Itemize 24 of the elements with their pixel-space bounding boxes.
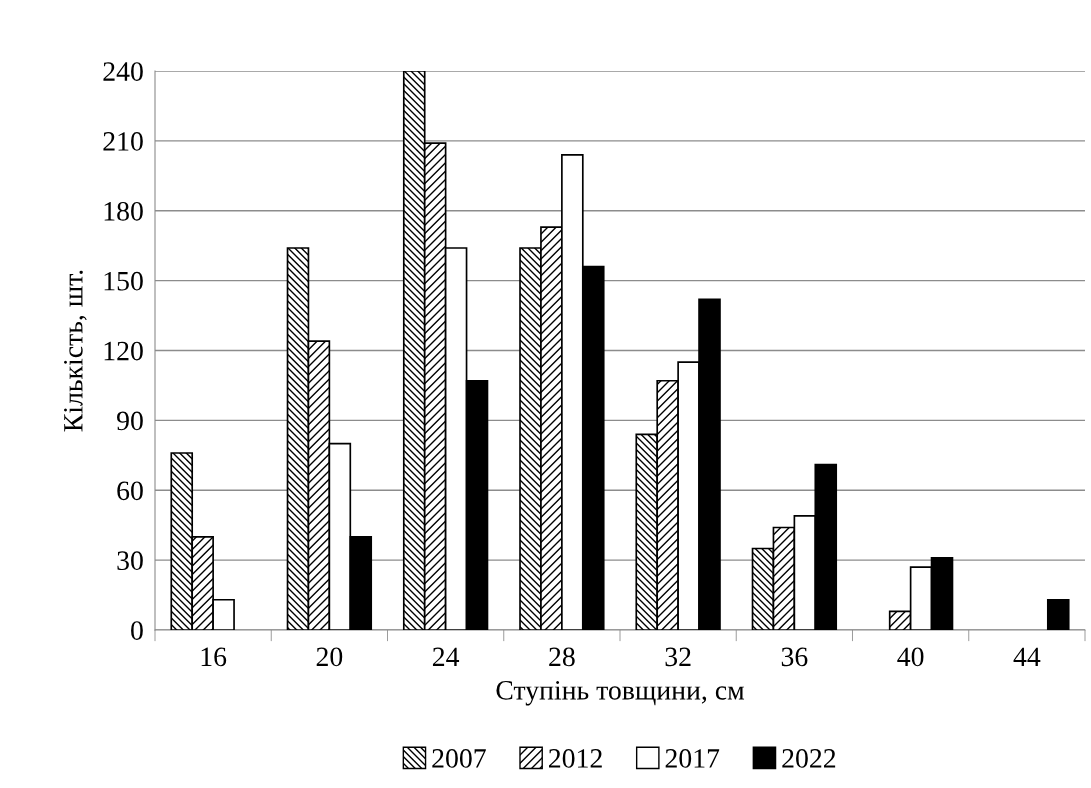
y-axis-title: Кількість, шт. xyxy=(64,270,87,432)
legend-label: 2017 xyxy=(665,749,720,768)
x-tick-label: 16 xyxy=(201,647,227,667)
y-tick-label: 240 xyxy=(103,62,143,81)
legend-label: 2022 xyxy=(782,749,836,768)
x-axis-title: Ступінь товщини, см xyxy=(496,680,745,706)
x-tick-label: 24 xyxy=(432,647,460,666)
x-tick-label: 40 xyxy=(897,647,924,667)
y-tick-label: 60 xyxy=(117,481,143,501)
y-tick-label: 180 xyxy=(104,201,143,221)
legend-label: 2012 xyxy=(549,749,602,768)
y-tick-label: 210 xyxy=(103,132,143,151)
y-tick-label: 0 xyxy=(131,621,143,640)
y-tick-label: 150 xyxy=(104,271,143,291)
bar xyxy=(1046,598,1070,630)
x-tick-label: 20 xyxy=(316,647,343,667)
y-tick-label: 90 xyxy=(117,411,143,431)
x-tick-label: 32 xyxy=(665,647,691,667)
legend-label: 2007 xyxy=(432,749,486,768)
y-tick-label: 30 xyxy=(117,551,143,571)
x-tick-label: 28 xyxy=(549,647,575,667)
x-tick-label: 36 xyxy=(781,647,808,667)
x-tick-label: 44 xyxy=(1013,647,1041,666)
y-tick-label: 120 xyxy=(104,341,143,361)
